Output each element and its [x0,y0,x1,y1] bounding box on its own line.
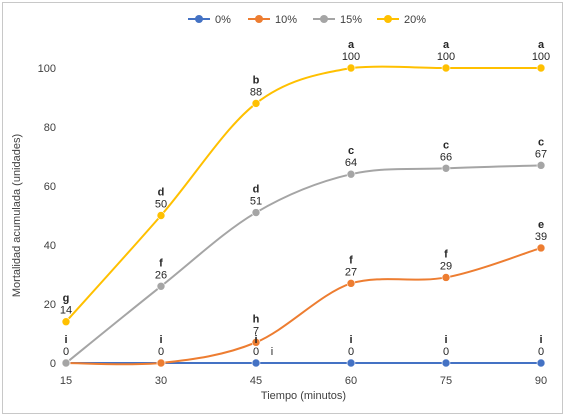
data-point [346,358,356,368]
data-point [536,358,546,368]
data-value-label: 27 [345,266,357,278]
data-point [251,338,261,347]
legend-label: 0% [215,14,231,26]
data-value-label: 100 [342,51,360,63]
data-point [156,358,166,368]
data-value-label: 0 [443,346,449,358]
data-point [251,99,261,108]
x-tick-label: 45 [250,375,262,387]
data-significance-letter: i [539,334,542,346]
data-point [346,169,356,179]
data-point [61,317,71,327]
data-point [536,243,546,253]
x-tick-label: 75 [440,375,452,387]
x-tick-label: 90 [535,375,547,387]
data-point [536,161,546,170]
data-value-label: 0 [63,346,69,358]
data-value-label: 64 [345,157,357,169]
data-significance-letter: e [538,219,544,231]
data-value-label: 100 [532,51,550,63]
x-tick-label: 15 [60,375,72,387]
data-point [61,358,71,368]
series-line [65,164,542,364]
data-labels: 0i0i0i0i0i0i7h27f29f39e26f51d64c66c67c14… [60,39,550,358]
data-significance-letter: d [158,187,165,199]
x-axis-title: Tiempo (minutos) [261,390,346,402]
data-value-label: 66 [440,151,452,163]
data-value-label: 88 [250,86,262,98]
data-point [251,208,261,217]
data-point [156,211,166,220]
data-value-label: 26 [155,269,167,281]
data-value-label: 29 [440,260,452,272]
data-value-label: 7 [253,325,259,337]
data-point [346,63,356,73]
data-significance-letter: a [538,39,545,51]
data-significance-letter: a [443,39,450,51]
data-value-label: 39 [535,231,547,243]
legend-label: 10% [275,14,297,26]
data-significance-letter: c [348,145,354,157]
data-significance-letter: i [444,334,447,346]
y-tick-label: 0 [50,358,56,370]
data-value-label: 51 [250,196,262,208]
y-axis-title: Mortalidad acumulada (unidades) [11,134,23,297]
data-significance-letter: i [254,334,257,346]
y-tick-label: 20 [44,299,56,311]
legend-label: 15% [340,14,362,26]
data-point [441,164,451,173]
data-point [441,358,451,368]
data-significance-letter: h [253,313,260,325]
data-point [441,63,451,73]
data-significance-letter: f [159,257,163,269]
data-significance-letter: f [349,254,353,266]
legend: 0% 10% 15% 20% [188,14,426,26]
data-significance-letter: b [253,74,260,86]
data-significance-letter: i [159,334,162,346]
data-value-label: 67 [535,148,547,160]
legend-marker [320,15,328,23]
series-line [65,65,541,323]
data-value-label: 100 [437,51,455,63]
legend-marker [255,15,263,23]
data-point [536,63,546,73]
data-significance-letter: g [63,293,70,305]
data-point [346,279,356,288]
series-line [65,246,542,366]
data-significance-letter: a [348,39,355,51]
data-value-label: 0 [538,346,544,358]
legend-marker [195,15,203,23]
chart-frame [2,2,563,414]
x-tick-label: 30 [155,375,167,387]
x-tick-label: 60 [345,375,357,387]
data-value-label: 0 [348,346,354,358]
data-significance-letter: d [253,184,260,196]
data-significance-letter: c [443,139,449,151]
data-significance-letter: c [538,136,544,148]
data-value-label: 0 [158,346,164,358]
extra-annotation: i [271,346,273,358]
legend-marker [384,15,392,23]
data-point [441,273,451,282]
y-tick-label: 60 [44,181,56,193]
data-significance-letter: i [64,334,67,346]
y-tick-label: 100 [38,63,56,75]
y-tick-label: 40 [44,240,56,252]
data-points [61,63,546,368]
data-significance-letter: i [349,334,352,346]
data-value-label: 14 [60,305,72,317]
data-significance-letter: f [444,248,448,260]
data-value-label: 0 [253,346,259,358]
tick-labels: 15 30 45 60 75 90 0 20 40 60 80 100 [38,63,547,387]
data-point [156,281,166,291]
data-value-label: 50 [155,199,167,211]
y-tick-label: 80 [44,122,56,134]
legend-label: 20% [404,14,426,26]
data-point [251,358,261,368]
series-lines [65,65,542,366]
